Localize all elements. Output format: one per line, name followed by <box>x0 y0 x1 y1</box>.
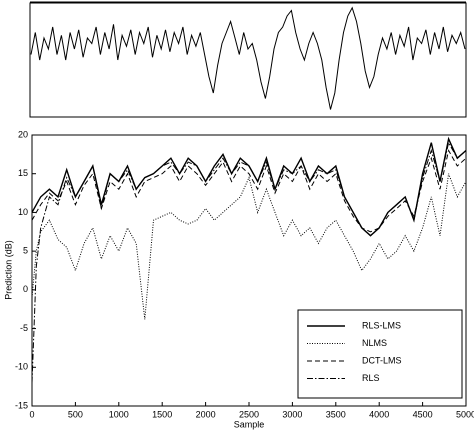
series-line <box>31 173 467 320</box>
y-tick-label: -10 <box>15 362 28 372</box>
y-tick-label: -5 <box>20 323 28 333</box>
x-axis-label: Sample <box>234 419 265 429</box>
y-tick-label: 5 <box>23 246 28 256</box>
x-tick-label: 1000 <box>109 409 129 419</box>
x-tick-label: 5000 <box>456 409 474 419</box>
y-tick-label: 0 <box>23 284 28 294</box>
x-tick-label: 0 <box>29 409 34 419</box>
y-axis-label: Prediction (dB) <box>3 240 13 300</box>
y-tick-label: -15 <box>15 400 28 410</box>
y-tick-label: 15 <box>18 168 28 178</box>
x-tick-label: 3500 <box>326 409 346 419</box>
series-line <box>31 149 467 233</box>
x-tick-label: 2000 <box>196 409 216 419</box>
x-tick-label: 4500 <box>413 409 433 419</box>
top-panel-frame <box>29 2 467 118</box>
y-tick-label: 10 <box>18 207 28 217</box>
x-tick-label: 4000 <box>369 409 389 419</box>
x-tick-label: 3000 <box>282 409 302 419</box>
x-tick-label: 1500 <box>152 409 172 419</box>
y-tick-label: 20 <box>18 129 28 139</box>
x-tick-label: 2500 <box>239 409 259 419</box>
legend-label: DCT-LMS <box>362 355 402 365</box>
series-line <box>31 136 467 237</box>
legend-label: RLS-LMS <box>362 320 401 330</box>
legend-box <box>297 309 463 399</box>
x-tick-label: 500 <box>68 409 83 419</box>
series-line <box>31 141 467 383</box>
signal-line <box>30 6 466 110</box>
legend-label: RLS <box>362 373 380 383</box>
legend-label: NLMS <box>362 338 387 348</box>
